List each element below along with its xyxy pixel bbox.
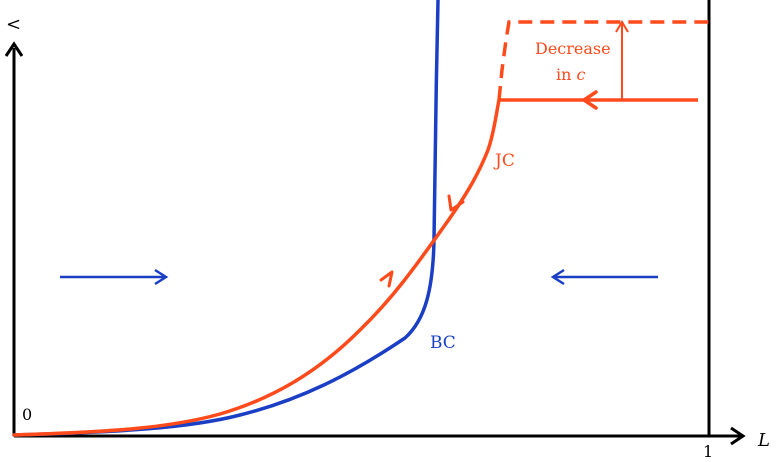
shift-arrow-head bbox=[615, 20, 629, 33]
jc-arrow-down bbox=[447, 194, 465, 212]
jc-horizontal-arrowhead bbox=[580, 90, 598, 110]
right-region-arrow bbox=[550, 268, 658, 286]
origin-label: 0 bbox=[22, 405, 32, 424]
jc-label: JC bbox=[493, 151, 515, 171]
annotation-line2-prefix: in bbox=[556, 65, 577, 84]
x-axis-label: L bbox=[757, 430, 770, 451]
x-end-tick-label: 1 bbox=[703, 442, 713, 461]
annotation-line1: Decrease bbox=[535, 39, 611, 58]
bc-label: BC bbox=[430, 333, 456, 353]
y-axis-label: < bbox=[6, 14, 21, 35]
shifted-jc-dashed bbox=[497, 20, 709, 101]
y-axis-arrowhead bbox=[4, 41, 24, 57]
jc-arrow-up bbox=[379, 270, 394, 288]
left-region-arrow bbox=[60, 268, 169, 286]
annotation-symbol: c bbox=[577, 65, 586, 84]
axes bbox=[4, 0, 746, 446]
x-axis-arrowhead bbox=[730, 426, 746, 446]
annotation-line2: in c bbox=[556, 65, 586, 84]
jc-curve bbox=[12, 98, 501, 437]
bc-curve bbox=[12, 0, 440, 437]
